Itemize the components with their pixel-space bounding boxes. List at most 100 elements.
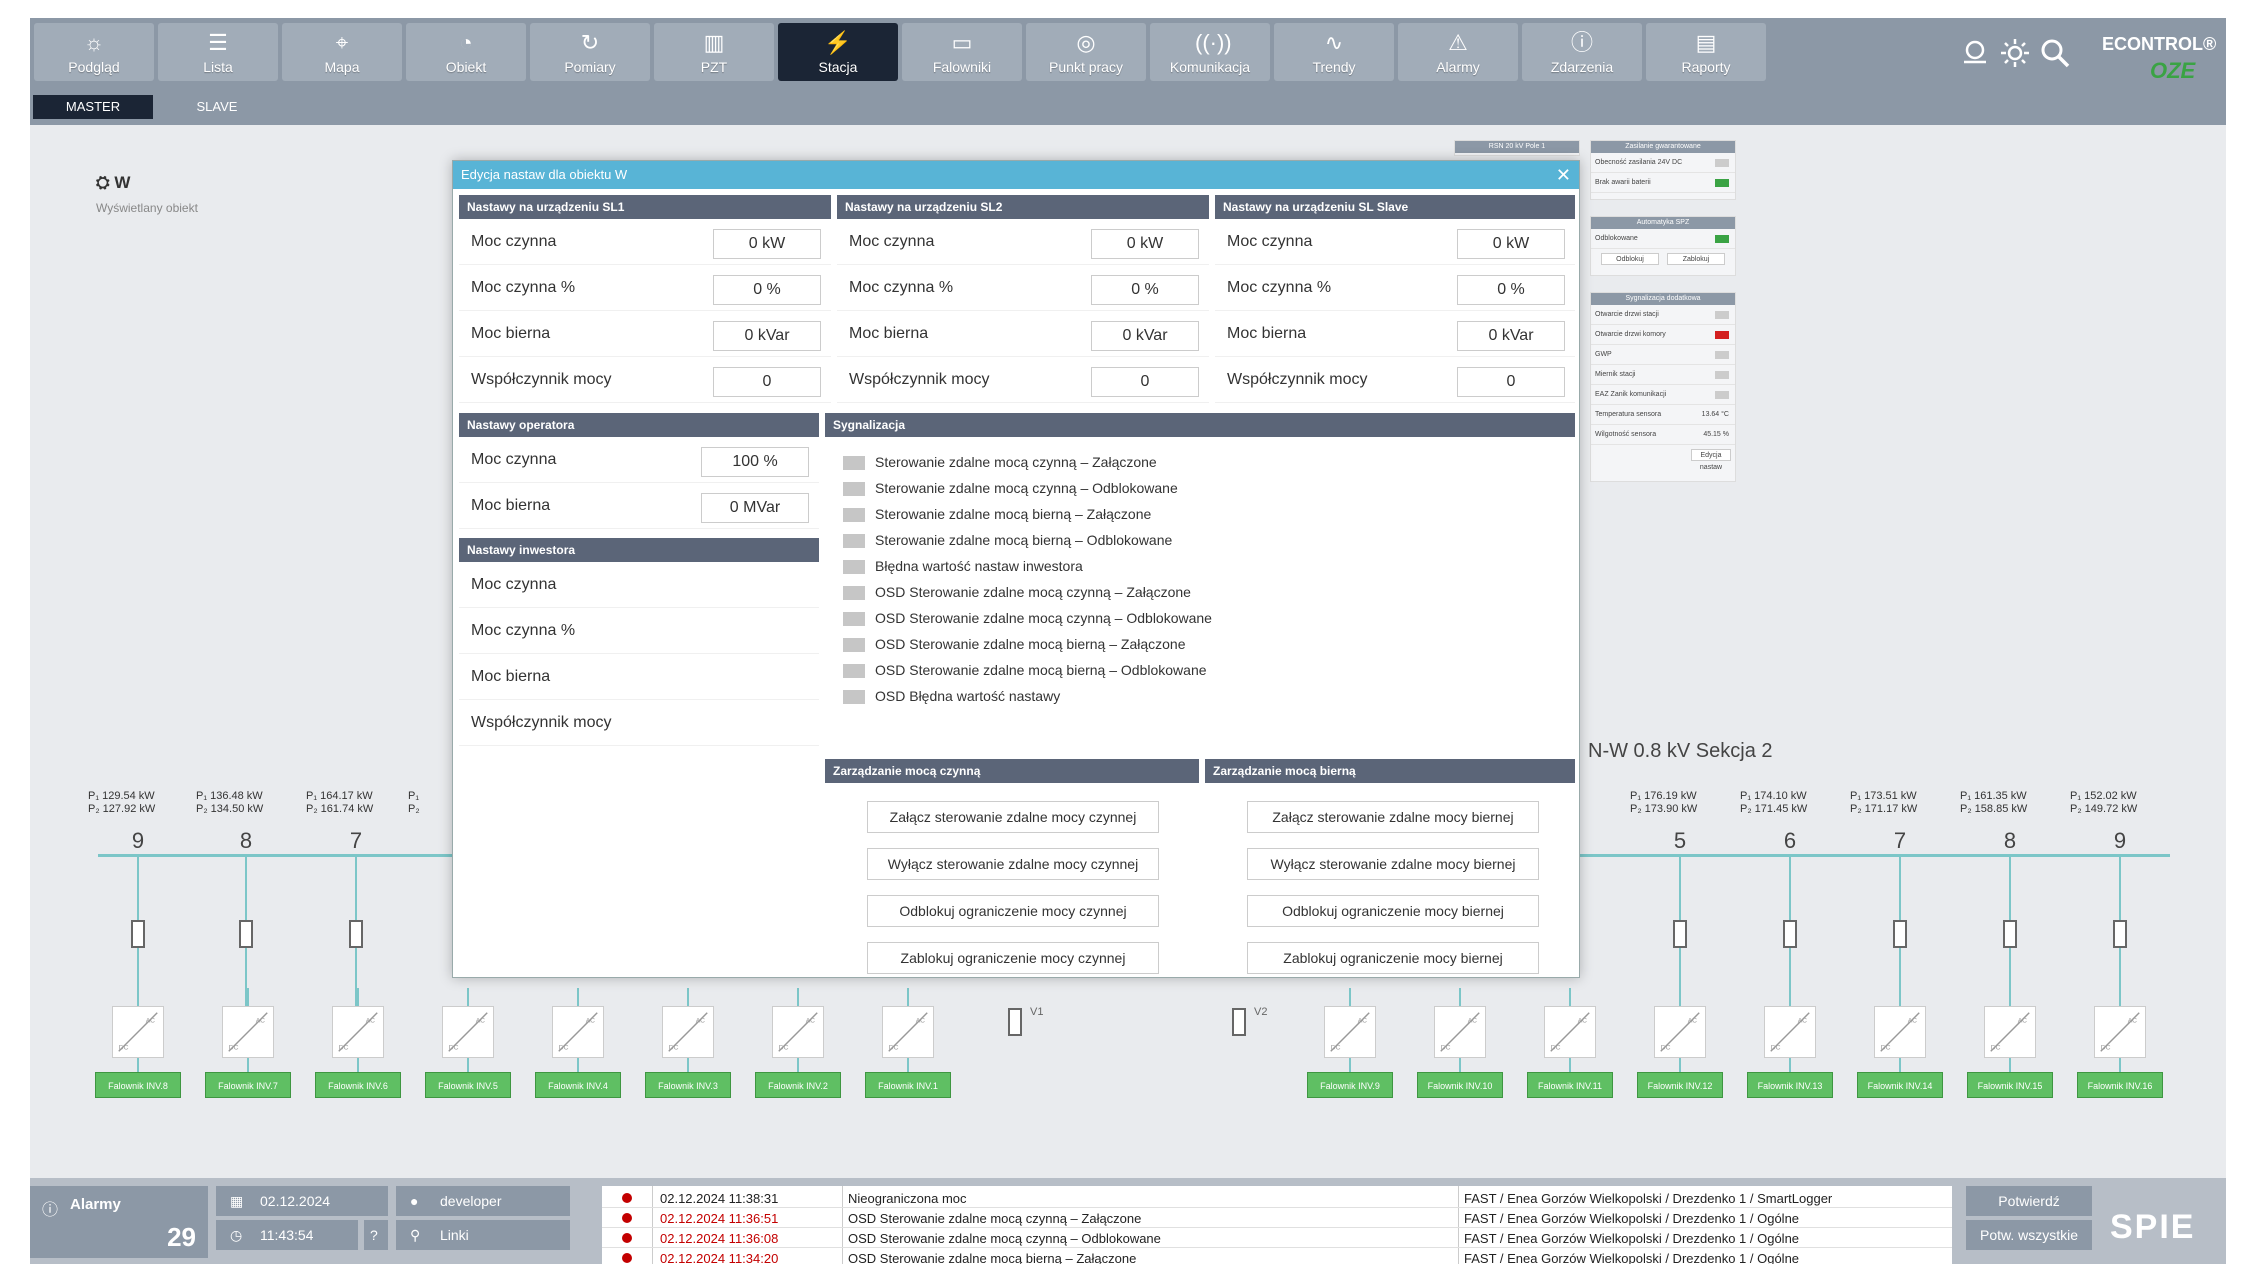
- mini-edit-button[interactable]: Edycja nastaw: [1691, 449, 1731, 471]
- breaker[interactable]: [1893, 920, 1907, 948]
- active-control-button[interactable]: Odblokuj ograniczenie mocy czynnej: [867, 895, 1159, 927]
- inverter-button[interactable]: Falownik INV.6: [315, 1072, 401, 1098]
- breaker[interactable]: [1673, 920, 1687, 948]
- active-control-button[interactable]: Zablokuj ograniczenie mocy czynnej: [867, 942, 1159, 974]
- tab-slave[interactable]: SLAVE: [196, 99, 238, 114]
- alarm-row[interactable]: 02.12.2024 11:34:20 OSD Sterowanie zdalne…: [602, 1248, 1952, 1264]
- setting-value-field[interactable]: 0 kVar: [713, 321, 821, 351]
- search-icon[interactable]: [2038, 36, 2072, 70]
- inverter-button[interactable]: Falownik INV.3: [645, 1072, 731, 1098]
- nav-item-raporty[interactable]: ▤ Raporty: [1646, 23, 1766, 81]
- active-control-button[interactable]: Wyłącz sterowanie zdalne mocy czynnej: [867, 848, 1159, 880]
- setting-value-field[interactable]: 100 %: [701, 447, 809, 477]
- setting-value-field[interactable]: 0 kW: [1091, 229, 1199, 259]
- nav-item-podgląd[interactable]: ☼ Podgląd: [34, 23, 154, 81]
- setting-value-field[interactable]: 0: [1091, 367, 1199, 397]
- alarms-summary[interactable]: ⓘ Alarmy 29: [30, 1186, 208, 1258]
- nav-item-zdarzenia[interactable]: ⓘ Zdarzenia: [1522, 23, 1642, 81]
- inverter-symbol[interactable]: AC DC: [1434, 1006, 1486, 1058]
- confirm-all-button[interactable]: Potw. wszystkie: [1966, 1220, 2092, 1250]
- inverter-symbol[interactable]: AC DC: [1764, 1006, 1816, 1058]
- setting-value-field[interactable]: 0 kVar: [1091, 321, 1199, 351]
- inverter-symbol[interactable]: AC DC: [442, 1006, 494, 1058]
- inverter-button[interactable]: Falownik INV.16: [2077, 1072, 2163, 1098]
- power-p2: P₂ 134.50 kW: [196, 803, 264, 815]
- nav-item-alarmy[interactable]: ⚠ Alarmy: [1398, 23, 1518, 81]
- inverter-symbol[interactable]: AC DC: [662, 1006, 714, 1058]
- nav-item-mapa[interactable]: ⌖ Mapa: [282, 23, 402, 81]
- breaker[interactable]: [131, 920, 145, 948]
- inverter-symbol[interactable]: AC DC: [1324, 1006, 1376, 1058]
- inverter-symbol[interactable]: AC DC: [1654, 1006, 1706, 1058]
- setting-value-field[interactable]: 0 %: [713, 275, 821, 305]
- setting-value-field[interactable]: 0: [713, 367, 821, 397]
- links-button[interactable]: ⚲ Linki: [396, 1220, 570, 1250]
- setting-value-field[interactable]: 0 kW: [713, 229, 821, 259]
- breaker[interactable]: [1783, 920, 1797, 948]
- inverter-button[interactable]: Falownik INV.9: [1307, 1072, 1393, 1098]
- reactive-control-button[interactable]: Zablokuj ograniczenie mocy biernej: [1247, 942, 1539, 974]
- inverter-symbol[interactable]: AC DC: [882, 1006, 934, 1058]
- alarm-row[interactable]: 02.12.2024 11:38:31 Nieograniczona moc FAS…: [602, 1188, 1952, 1208]
- nav-item-pzt[interactable]: ▥ PZT: [654, 23, 774, 81]
- tab-master[interactable]: MASTER: [33, 95, 153, 119]
- inverter-button[interactable]: Falownik INV.10: [1417, 1072, 1503, 1098]
- reactive-control-button[interactable]: Wyłącz sterowanie zdalne mocy biernej: [1247, 848, 1539, 880]
- inverter-symbol[interactable]: AC DC: [332, 1006, 384, 1058]
- time-field[interactable]: ◷ 11:43:54: [216, 1220, 358, 1250]
- nav-item-komunikacja[interactable]: ((·)) Komunikacja: [1150, 23, 1270, 81]
- inverter-button[interactable]: Falownik INV.13: [1747, 1072, 1833, 1098]
- active-control-button[interactable]: Załącz sterowanie zdalne mocy czynnej: [867, 801, 1159, 833]
- breaker[interactable]: [349, 920, 363, 948]
- inverter-symbol[interactable]: AC DC: [772, 1006, 824, 1058]
- breaker[interactable]: [2113, 920, 2127, 948]
- inverter-button[interactable]: Falownik INV.2: [755, 1072, 841, 1098]
- inverter-button[interactable]: Falownik INV.4: [535, 1072, 621, 1098]
- map-pin-icon[interactable]: [1958, 36, 1992, 70]
- confirm-button[interactable]: Potwierdź: [1966, 1186, 2092, 1216]
- inverter-symbol[interactable]: AC DC: [1874, 1006, 1926, 1058]
- setting-value-field[interactable]: 0 %: [1457, 275, 1565, 305]
- mini-unlock-button[interactable]: Odblokuj: [1601, 253, 1659, 265]
- breaker[interactable]: [2003, 920, 2017, 948]
- inverter-symbol[interactable]: AC DC: [222, 1006, 274, 1058]
- inverter-button[interactable]: Falownik INV.15: [1967, 1072, 2053, 1098]
- inverter-symbol[interactable]: AC DC: [552, 1006, 604, 1058]
- inverter-button[interactable]: Falownik INV.14: [1857, 1072, 1943, 1098]
- close-icon[interactable]: ✕: [1555, 165, 1571, 185]
- nav-item-pomiary[interactable]: ↻ Pomiary: [530, 23, 650, 81]
- inverter-button[interactable]: Falownik INV.8: [95, 1072, 181, 1098]
- inverter-symbol[interactable]: AC DC: [1984, 1006, 2036, 1058]
- nav-item-lista[interactable]: ☰ Lista: [158, 23, 278, 81]
- setting-value-field[interactable]: 0 MVar: [701, 493, 809, 523]
- setting-value-field[interactable]: 0 %: [1091, 275, 1199, 305]
- nav-item-obiekt[interactable]: ◔ Obiekt: [406, 23, 526, 81]
- inverter-symbol[interactable]: AC DC: [1544, 1006, 1596, 1058]
- alarm-row[interactable]: 02.12.2024 11:36:08 OSD Sterowanie zdalne…: [602, 1228, 1952, 1248]
- nav-item-trendy[interactable]: ∿ Trendy: [1274, 23, 1394, 81]
- inverter-button[interactable]: Falownik INV.1: [865, 1072, 951, 1098]
- mini-lock-button[interactable]: Zablokuj: [1667, 253, 1725, 265]
- inverter-button[interactable]: Falownik INV.12: [1637, 1072, 1723, 1098]
- reactive-control-button[interactable]: Załącz sterowanie zdalne mocy biernej: [1247, 801, 1539, 833]
- inverter-button[interactable]: Falownik INV.7: [205, 1072, 291, 1098]
- reactive-control-button[interactable]: Odblokuj ograniczenie mocy biernej: [1247, 895, 1539, 927]
- setting-value-field[interactable]: 0: [1457, 367, 1565, 397]
- date-field[interactable]: ▦ 02.12.2024: [216, 1186, 388, 1216]
- breaker[interactable]: [239, 920, 253, 948]
- inverter-symbol[interactable]: AC DC: [112, 1006, 164, 1058]
- setting-value-field[interactable]: 0 kVar: [1457, 321, 1565, 351]
- v2-device[interactable]: [1232, 1008, 1246, 1036]
- help-button[interactable]: ?: [364, 1220, 388, 1250]
- user-field[interactable]: ● developer: [396, 1186, 570, 1216]
- nav-item-punkt-pracy[interactable]: ◎ Punkt pracy: [1026, 23, 1146, 81]
- alarm-row[interactable]: 02.12.2024 11:36:51 OSD Sterowanie zdalne…: [602, 1208, 1952, 1228]
- inverter-button[interactable]: Falownik INV.11: [1527, 1072, 1613, 1098]
- sun-icon[interactable]: [1998, 36, 2032, 70]
- inverter-symbol[interactable]: AC DC: [2094, 1006, 2146, 1058]
- v1-device[interactable]: [1008, 1008, 1022, 1036]
- setting-value-field[interactable]: 0 kW: [1457, 229, 1565, 259]
- inverter-button[interactable]: Falownik INV.5: [425, 1072, 511, 1098]
- nav-item-stacja[interactable]: ⚡ Stacja: [778, 23, 898, 81]
- nav-item-falowniki[interactable]: ▭ Falowniki: [902, 23, 1022, 81]
